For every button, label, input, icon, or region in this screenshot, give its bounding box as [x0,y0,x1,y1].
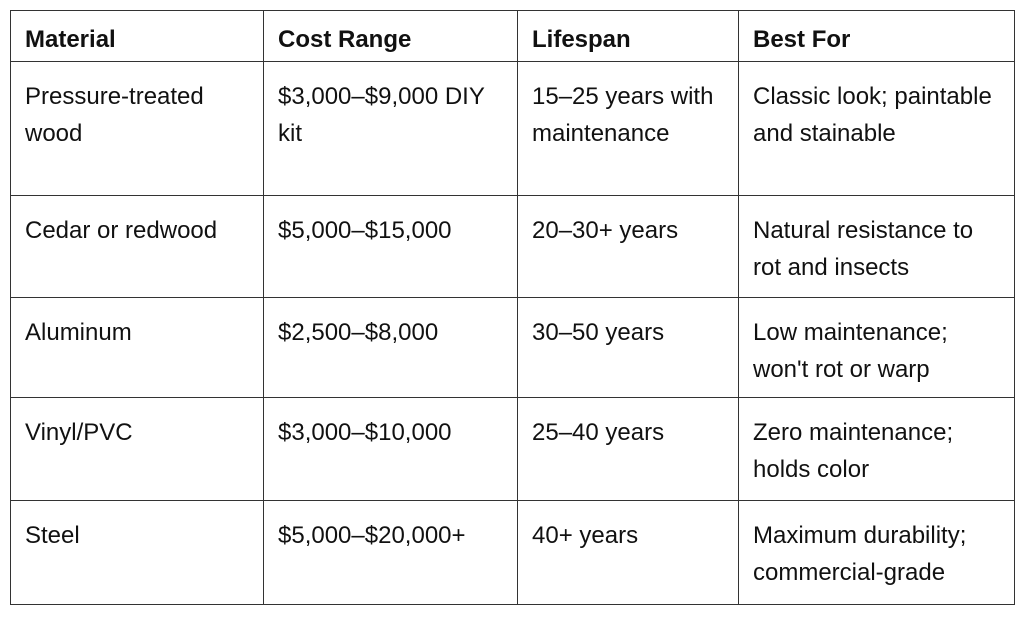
comparison-table: Material Cost Range Lifespan Best For Press… [10,10,1015,605]
table-cell: 15–25 years with maintenance [517,61,739,196]
table-row: Steel $5,000–$20,000+ 40+ years Maximum dur… [10,500,1015,605]
table-cell: $5,000–$15,000 [263,195,518,298]
table-cell: $2,500–$8,000 [263,297,518,398]
header-cell: Best For [738,10,1015,62]
header-cell: Lifespan [517,10,739,62]
table-cell: 20–30+ years [517,195,739,298]
table-cell: Steel [10,500,264,605]
table-cell: 40+ years [517,500,739,605]
header-row: Material Cost Range Lifespan Best For [10,10,1015,62]
table-row: Pressure-treated wood $3,000–$9,000 DIY k… [10,61,1015,196]
table-cell: Aluminum [10,297,264,398]
table-row: Vinyl/PVC $3,000–$10,000 25–40 years Zero m… [10,397,1015,501]
table-cell: Classic look; paintable and stainable [738,61,1015,196]
table-cell: Vinyl/PVC [10,397,264,501]
table-row: Cedar or redwood $5,000–$15,000 20–30+ yea… [10,195,1015,298]
table-cell: Low maintenance; won't rot or warp [738,297,1015,398]
table-cell: Zero maintenance; holds color [738,397,1015,501]
table-cell: Pressure-treated wood [10,61,264,196]
table-cell: Maximum durability; commercial-grade [738,500,1015,605]
table-cell: 25–40 years [517,397,739,501]
table-cell: $3,000–$9,000 DIY kit [263,61,518,196]
table-cell: $5,000–$20,000+ [263,500,518,605]
table-cell: Natural resistance to rot and insects [738,195,1015,298]
table-cell: 30–50 years [517,297,739,398]
table-body: Pressure-treated wood $3,000–$9,000 DIY k… [10,61,1015,605]
table-cell: $3,000–$10,000 [263,397,518,501]
table-row: Aluminum $2,500–$8,000 30–50 years Low main… [10,297,1015,398]
header-cell: Material [10,10,264,62]
table-cell: Cedar or redwood [10,195,264,298]
header-cell: Cost Range [263,10,518,62]
